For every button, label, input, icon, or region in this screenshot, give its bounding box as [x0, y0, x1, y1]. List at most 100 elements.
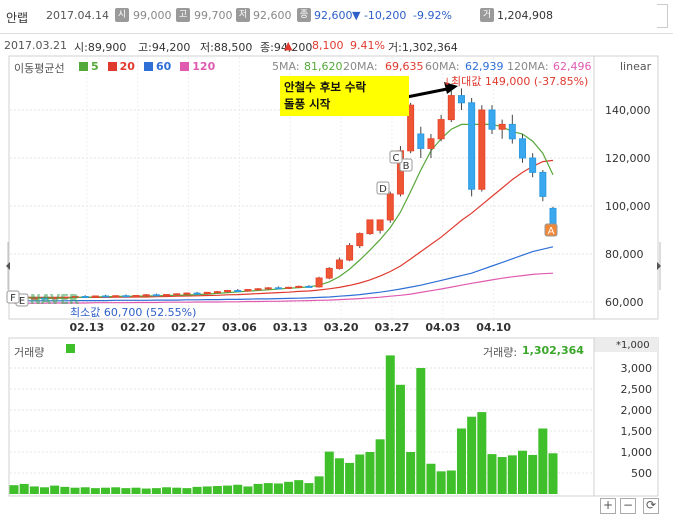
volume-bar: [223, 485, 233, 494]
candle-body: [508, 123, 516, 140]
volume-bar: [233, 484, 243, 494]
volume-bar: [90, 488, 100, 494]
date-tick-label: 04.10: [476, 321, 511, 334]
scroll-left-icon[interactable]: [6, 262, 10, 270]
volume-bar: [263, 483, 273, 494]
volume-bar: [365, 452, 375, 494]
ma120-value: 62,496: [553, 60, 592, 73]
price-tick-label: 140,000: [605, 104, 651, 117]
candle-body: [244, 289, 252, 292]
naver-watermark: NAVER: [30, 293, 79, 308]
info-high: 고:94,200: [138, 41, 191, 54]
volume-bar: [40, 487, 50, 494]
ma-legend: 5 20 60 120: [79, 60, 224, 73]
date-tick-label: 02.13: [69, 321, 104, 334]
date-tick-label: 04.03: [425, 321, 460, 334]
candle-body: [346, 245, 354, 261]
candle-body: [61, 296, 69, 299]
header-frame: [657, 4, 668, 28]
candle-body: [152, 294, 160, 297]
volume-tick-label: 3,000: [621, 362, 653, 375]
candle-body: [41, 297, 49, 300]
candle-body: [163, 294, 171, 297]
candle-body: [102, 295, 110, 298]
scale-mode[interactable]: linear: [620, 60, 652, 73]
close-value: 92,600: [314, 9, 353, 22]
volume-value: 1,204,908: [497, 9, 553, 22]
volume-tick-label: 1,000: [621, 446, 653, 459]
info-close: 종:94,200: [260, 41, 313, 54]
volume-bar: [141, 488, 151, 494]
volume-tick-label: 2,000: [621, 404, 653, 417]
date-tick-label: 03.06: [222, 321, 257, 334]
volume-bar: [487, 454, 497, 494]
volume-bar: [29, 486, 39, 494]
date-tick-label: 03.20: [324, 321, 359, 334]
price-tick-label: 100,000: [605, 200, 651, 213]
volume-legend-swatch: [66, 344, 75, 353]
candle-body: [539, 171, 547, 197]
volume-title: 거래량: [14, 346, 45, 359]
ma5-label: 5MA:: [272, 60, 300, 73]
candle-body: [376, 219, 384, 231]
ma20-label: 20MA:: [343, 60, 378, 73]
annotation-line2: 돌풍 시작: [284, 97, 331, 111]
ma60-line: [14, 246, 554, 302]
ma60-label: 60MA:: [425, 60, 460, 73]
candle-body: [437, 119, 445, 140]
high-value: 99,700: [194, 9, 233, 22]
candle-body: [305, 285, 313, 288]
candle-body: [30, 297, 38, 300]
zoom-out-button[interactable]: −: [620, 498, 636, 514]
volume-bar: [517, 450, 527, 494]
candle-body: [234, 289, 242, 292]
volume-panel-frame: [8, 337, 659, 497]
volume-bar: [395, 384, 405, 494]
refresh-button[interactable]: ⟳: [643, 498, 659, 514]
date-tick-label: 03.13: [273, 321, 308, 334]
marker-box-F: [6, 290, 20, 304]
candle-body: [417, 133, 425, 149]
marker-box-C: [389, 150, 403, 164]
candle-body: [183, 292, 191, 295]
legend-label-120: 120: [192, 60, 216, 73]
volume-bar: [528, 454, 538, 494]
candle-body: [203, 291, 211, 295]
volume-bar: [304, 483, 314, 494]
candle-body: [315, 277, 323, 288]
volume-bar: [385, 355, 395, 494]
volume-current-value: 1,302,364: [522, 344, 584, 357]
candle-body: [478, 109, 486, 190]
marker-box-D: [376, 181, 390, 195]
volume-tick-label: 2,500: [621, 383, 653, 396]
volume-tick-label: 500: [631, 467, 652, 480]
volume-bar: [375, 439, 385, 494]
close-badge: 종: [297, 8, 311, 22]
volume-bar: [314, 476, 324, 494]
date-tick-label: 03.27: [375, 321, 410, 334]
candle-body: [468, 102, 476, 190]
volume-bar: [548, 453, 558, 494]
volume-badge: 거: [480, 8, 494, 22]
candle-body: [224, 289, 232, 293]
candle-body: [132, 295, 140, 298]
scroll-right-icon[interactable]: [657, 262, 661, 270]
volume-current-label: 거래량:: [483, 346, 518, 359]
volume-bar: [80, 487, 90, 494]
ma120-line: [14, 272, 554, 304]
candle-body: [71, 295, 79, 298]
ma120-label: 120MA:: [507, 60, 549, 73]
candle-body: [356, 233, 364, 247]
volume-bar: [426, 463, 436, 494]
zoom-in-button[interactable]: +: [600, 498, 616, 514]
info-volume: 거:1,302,364: [388, 41, 458, 54]
marker-F: F: [10, 293, 16, 304]
low-badge: 저: [236, 8, 250, 22]
price-tick-label: 80,000: [605, 248, 644, 261]
candle-body: [335, 259, 343, 269]
high-badge: 고: [176, 8, 190, 22]
volume-bar: [497, 457, 507, 494]
info-date: 2017.03.21: [4, 39, 67, 52]
volume-bar: [151, 488, 161, 494]
